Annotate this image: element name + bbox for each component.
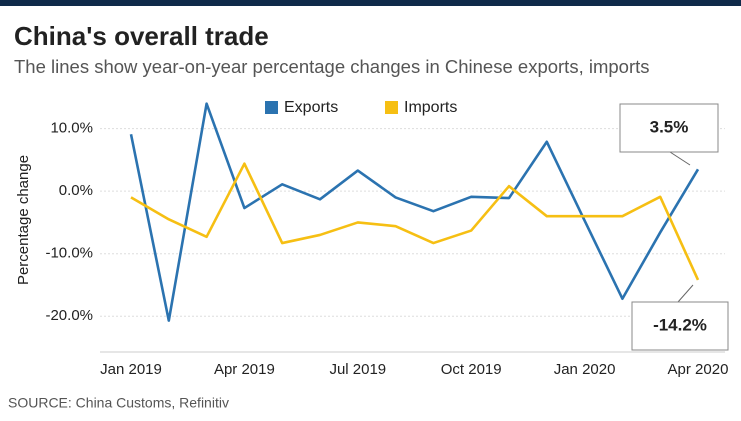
y-tick-label: -20.0% [45,307,93,324]
data-label: 3.5% [650,117,689,136]
series-line [129,102,700,322]
y-tick-label: 0.0% [59,182,93,199]
legend-swatch [385,101,398,114]
x-tick-label: Jan 2019 [100,361,162,378]
source: SOURCE: China Customs, Refinitiv [8,395,229,411]
callout-box [631,301,729,351]
top-bar [0,0,741,6]
x-tick-label: Jul 2019 [329,361,386,378]
x-tick-label: Jan 2020 [554,361,616,378]
legend-swatch [265,101,278,114]
callout-box [619,103,719,153]
series-line [130,162,700,281]
x-tick-label: Oct 2019 [441,361,502,378]
chart-subtitle: The lines show year-on-year percentage c… [14,56,650,77]
chart-title: China's overall trade [14,21,269,51]
legend-label: Exports [284,99,338,116]
x-tick-label: Apr 2020 [668,361,729,378]
callout-leader [669,151,691,166]
y-tick-label: -10.0% [45,245,93,262]
data-label: -14.2% [653,315,707,334]
x-tick-label: Apr 2019 [214,361,275,378]
y-tick-label: 10.0% [50,120,93,137]
y-axis-label: Percentage change [15,155,32,285]
callout-leader [677,284,694,303]
legend-label: Imports [404,99,457,116]
